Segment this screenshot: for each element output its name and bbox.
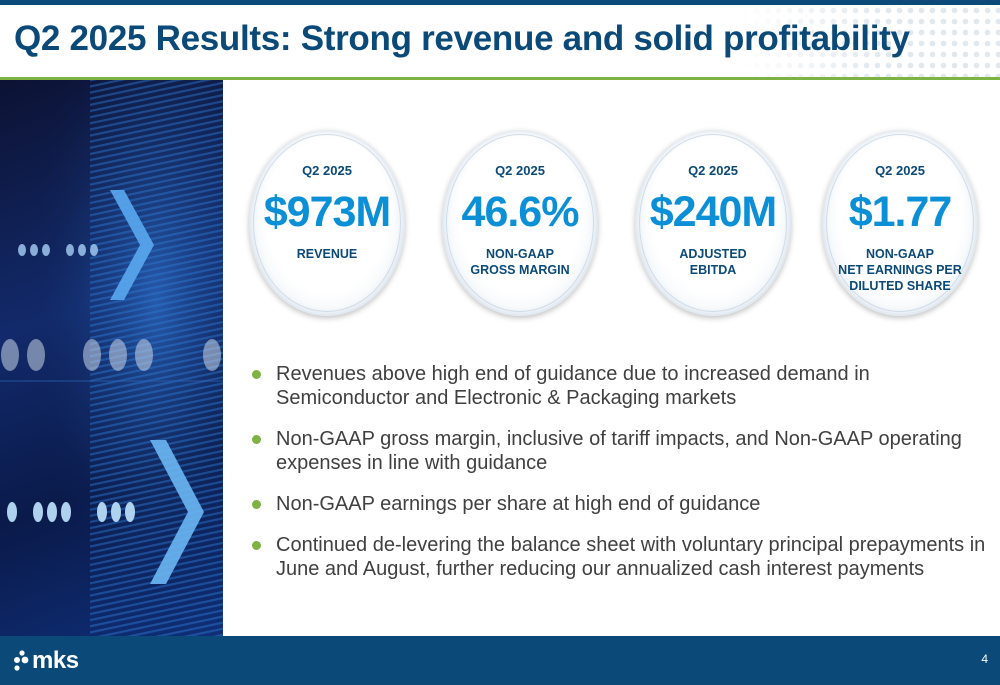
metric-label-line: GROSS MARGIN <box>470 263 570 277</box>
metric-label-line: NON-GAAP <box>865 247 935 261</box>
bullet-dot-icon <box>252 435 261 444</box>
metric-ebitda: Q2 2025 $240M ADJUSTED EBITDA <box>635 130 791 316</box>
bullet-line: Non-GAAP earnings per share at high end … <box>276 493 761 515</box>
bullet-item: Non-GAAP earnings per share at high end … <box>248 492 988 516</box>
bullet-line: Revenues above high end of guidance due … <box>276 363 870 385</box>
metric-revenue: Q2 2025 $973M REVENUE <box>249 130 405 316</box>
bullet-line: Continued de-levering the balance sheet … <box>276 534 986 556</box>
metric-label: NON-GAAP NET EARNINGS PER DILUTED SHARE <box>826 246 974 294</box>
metric-value: 46.6% <box>461 188 580 236</box>
logo-wordmark: mks <box>32 647 79 674</box>
metric-value: $973M <box>263 188 391 236</box>
bullet-item: Non-GAAP gross margin, inclusive of tari… <box>248 427 988 475</box>
bullet-dot-icon <box>252 541 261 550</box>
slide-title: Q2 2025 Results: Strong revenue and soli… <box>14 19 910 58</box>
metric-label-line: NET EARNINGS PER <box>838 263 962 277</box>
footer-bar: mks 4 <box>0 636 1000 685</box>
page-number: 4 <box>981 652 988 666</box>
bullet-dot-icon <box>252 370 261 379</box>
bullet-item: Continued de-levering the balance sheet … <box>248 533 988 581</box>
metric-label-line: EBITDA <box>689 263 737 277</box>
title-area: Q2 2025 Results: Strong revenue and soli… <box>0 5 1000 77</box>
metric-label-line: DILUTED SHARE <box>849 279 951 293</box>
logo-dots-icon <box>14 650 29 671</box>
bullet-dot-icon <box>252 500 261 509</box>
metric-gross-margin: Q2 2025 46.6% NON-GAAP GROSS MARGIN <box>442 130 598 316</box>
bullet-line: June and August, further reducing our an… <box>276 558 925 580</box>
metric-label-line: ADJUSTED <box>679 247 747 261</box>
bullet-line: Non-GAAP gross margin, inclusive of tari… <box>276 428 962 450</box>
digital-arrows-graphic <box>0 80 223 636</box>
bullet-line: Semiconductor and Electronic & Packaging… <box>276 387 737 409</box>
metric-label-line: REVENUE <box>296 247 358 261</box>
metric-period: Q2 2025 <box>875 163 925 178</box>
title-rule <box>0 77 1000 80</box>
metric-label: REVENUE <box>253 246 401 262</box>
metric-value: $1.77 <box>848 188 953 236</box>
metric-label-line: NON-GAAP <box>485 247 555 261</box>
top-accent-bar <box>0 0 1000 5</box>
metric-period: Q2 2025 <box>495 163 545 178</box>
metric-label: NON-GAAP GROSS MARGIN <box>446 246 594 278</box>
metric-eps: Q2 2025 $1.77 NON-GAAP NET EARNINGS PER … <box>822 130 978 316</box>
dot-pattern-decoration <box>740 5 1000 77</box>
bullet-item: Revenues above high end of guidance due … <box>248 362 988 410</box>
metric-label: ADJUSTED EBITDA <box>639 246 787 278</box>
metric-value: $240M <box>649 188 777 236</box>
metric-period: Q2 2025 <box>302 163 352 178</box>
bullet-list: Revenues above high end of guidance due … <box>248 362 988 598</box>
metric-period: Q2 2025 <box>688 163 738 178</box>
side-image <box>0 80 223 636</box>
bullet-line: expenses in line with guidance <box>276 452 548 474</box>
